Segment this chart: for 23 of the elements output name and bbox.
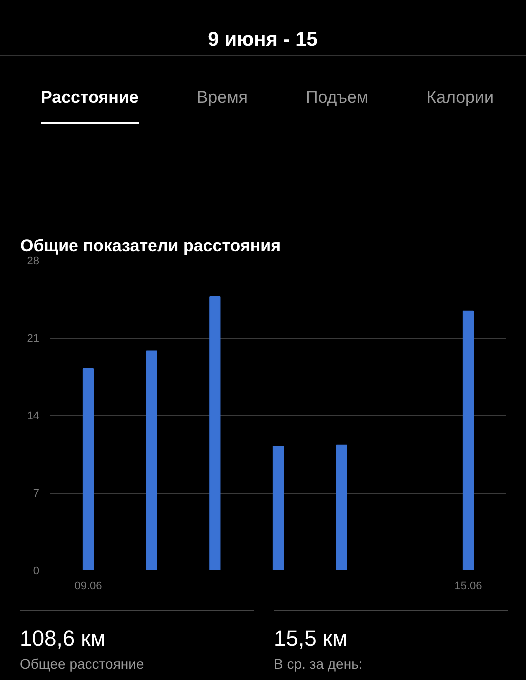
y-tick-label: 21 <box>27 333 40 345</box>
text: Время <box>196 87 248 109</box>
text: 9 июня - 15 <box>0 0 526 56</box>
bar <box>336 444 348 570</box>
text: Подъем <box>306 87 369 109</box>
y-tick-label: 28 <box>27 256 40 268</box>
chart-title: Общие показатели расстояния <box>20 236 282 256</box>
y-tick-label: 0 <box>33 566 40 578</box>
x-tick-label: 09.06 <box>74 580 102 592</box>
x-tick-label: 15.06 <box>454 580 482 592</box>
text: Калории <box>426 87 494 109</box>
text: В ср. за день: <box>274 655 364 674</box>
text: Общее расстояние <box>20 655 146 674</box>
text: Расстояние <box>41 86 139 124</box>
text: 15,5 км <box>274 625 349 653</box>
bar <box>210 296 221 570</box>
y-tick-label: 7 <box>33 488 40 500</box>
bar <box>272 446 284 570</box>
y-tick-label: 14 <box>27 410 40 422</box>
bar <box>462 310 474 570</box>
bar <box>82 368 94 570</box>
bar <box>146 350 158 570</box>
text: 108,6 км <box>20 625 107 653</box>
